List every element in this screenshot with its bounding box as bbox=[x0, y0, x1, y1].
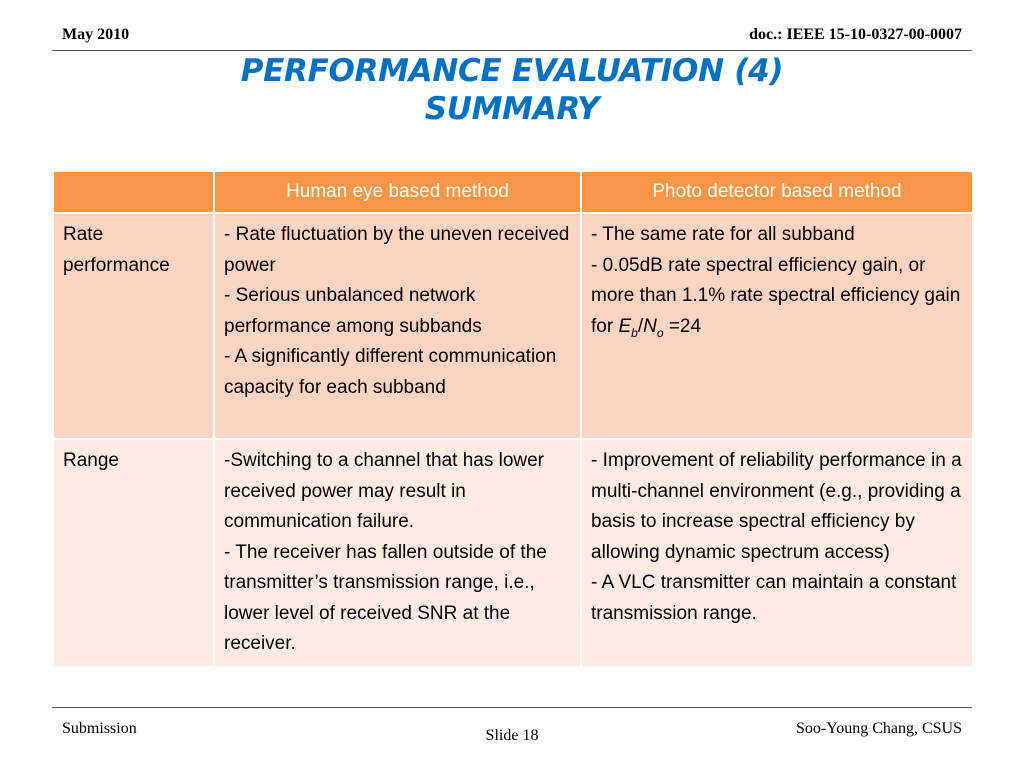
bullet-text: -Switching to a channel that has lower r… bbox=[224, 450, 545, 532]
formula-value: =24 bbox=[668, 315, 702, 337]
row-label-line: Rate bbox=[63, 224, 104, 245]
slide-title-line-2: SUMMARY bbox=[424, 91, 600, 127]
column-header-photo-detector: Photo detector based method bbox=[580, 170, 974, 214]
footer-divider bbox=[52, 707, 972, 708]
table-row-range: Range -Switching to a channel that has l… bbox=[52, 438, 974, 668]
footer-submission: Submission bbox=[62, 720, 137, 737]
bullet-text: - A significantly different communicatio… bbox=[224, 346, 557, 398]
bullet-text: - The receiver has fallen outside of the… bbox=[224, 541, 547, 655]
table-header-row: Human eye based method Photo detector ba… bbox=[52, 170, 974, 214]
photo-detector-cell: - Improvement of reliability performance… bbox=[580, 438, 974, 668]
no-symbol: N bbox=[643, 315, 657, 337]
row-label-line: performance bbox=[63, 254, 170, 276]
footer-slide-number: Slide 18 bbox=[485, 727, 539, 744]
summary-table: Human eye based method Photo detector ba… bbox=[52, 170, 974, 668]
header-divider bbox=[52, 50, 972, 51]
row-label-line: Range bbox=[63, 450, 119, 471]
human-eye-cell: - Rate fluctuation by the uneven receive… bbox=[213, 212, 582, 440]
header-date: May 2010 bbox=[62, 26, 130, 43]
human-eye-cell: -Switching to a channel that has lower r… bbox=[213, 438, 582, 668]
slide-title-line-1: PERFORMANCE EVALUATION (4) bbox=[240, 53, 784, 89]
eb-subscript: b bbox=[631, 325, 638, 340]
header-doc-id: doc.: IEEE 15-10-0327-00-0007 bbox=[749, 26, 962, 43]
eb-symbol: E bbox=[618, 315, 632, 337]
table-row-rate-performance: Rate performance - Rate fluctuation by t… bbox=[52, 212, 974, 440]
bullet-text: - 0.05dB rate spectral efficiency gain, … bbox=[591, 251, 963, 343]
bullet-text: - Rate fluctuation by the uneven receive… bbox=[224, 224, 570, 276]
bullet-text: - Improvement of reliability performance… bbox=[591, 450, 962, 563]
bullet-text-prefix: - 0.05dB rate spectral efficiency gain, … bbox=[591, 254, 961, 337]
column-header-human-eye: Human eye based method bbox=[213, 170, 582, 214]
no-subscript: o bbox=[656, 325, 664, 340]
column-header-blank bbox=[52, 170, 215, 214]
formula-slash: / bbox=[637, 315, 644, 337]
row-label-cell: Rate performance bbox=[52, 212, 215, 440]
bullet-text: - A VLC transmitter can maintain a const… bbox=[591, 572, 957, 624]
footer-author: Soo-Young Chang, CSUS bbox=[796, 720, 962, 737]
photo-detector-cell: - The same rate for all subband - 0.05dB… bbox=[580, 212, 974, 440]
bullet-text: - The same rate for all subband bbox=[591, 224, 855, 245]
bullet-text: - Serious unbalanced network performance… bbox=[224, 285, 482, 337]
row-label-cell: Range bbox=[52, 438, 215, 668]
